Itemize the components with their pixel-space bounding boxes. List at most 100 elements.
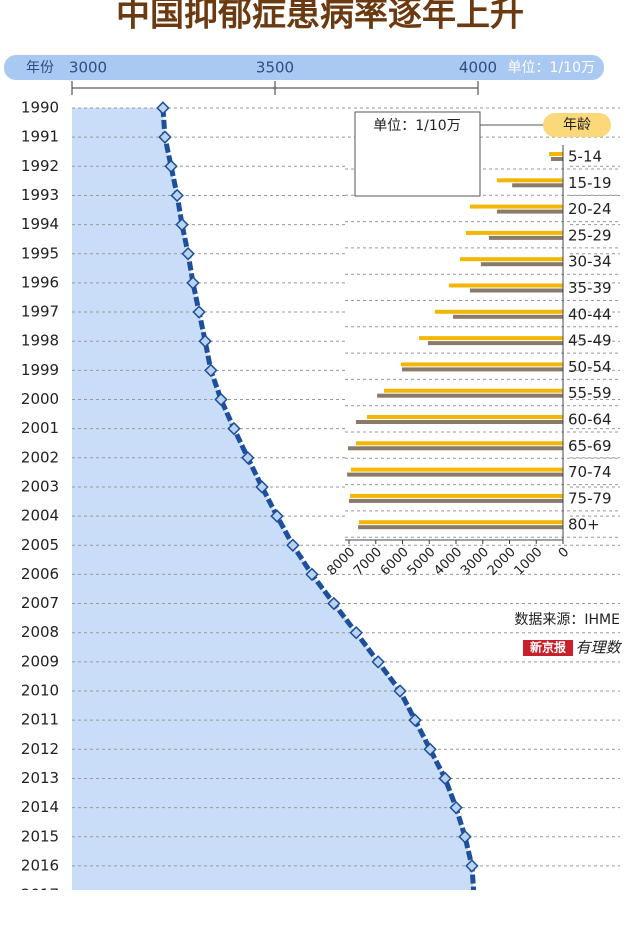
bar bbox=[549, 152, 563, 156]
y-tick-label: 2017 bbox=[21, 886, 59, 904]
y-tick-label: 50-54 bbox=[568, 358, 612, 376]
title: 中国抑郁症患病率逐年上升 bbox=[116, 0, 524, 35]
x-tick-label: 3000 bbox=[458, 545, 492, 579]
marker bbox=[286, 538, 300, 552]
bar bbox=[480, 262, 563, 267]
bar bbox=[400, 362, 563, 367]
bar bbox=[460, 257, 563, 262]
y-tick-label: 15-19 bbox=[568, 174, 612, 192]
y-tick-label: 80+ bbox=[568, 516, 600, 534]
y-tick-label: 30-34 bbox=[568, 253, 612, 271]
x-tick-label: 2000 bbox=[485, 545, 519, 579]
y-tick-label: 2009 bbox=[21, 652, 59, 670]
y-tick-label: 1999 bbox=[21, 361, 59, 379]
marker bbox=[158, 130, 172, 144]
bar bbox=[427, 341, 563, 346]
x-tick-label: 3500 bbox=[256, 59, 294, 77]
y-tick-label: 1997 bbox=[21, 303, 59, 321]
y-tick-label: 2012 bbox=[21, 740, 59, 758]
marker bbox=[349, 625, 363, 640]
y-tick-label: 75-79 bbox=[568, 489, 612, 507]
bar bbox=[355, 420, 563, 424]
bar bbox=[496, 209, 563, 214]
y-tick-label: 1990 bbox=[21, 99, 59, 117]
y-tick-label: 45-49 bbox=[568, 332, 612, 350]
y-tick-label: 1998 bbox=[21, 332, 59, 350]
y-tick-label: 1992 bbox=[21, 157, 59, 175]
bar bbox=[358, 525, 563, 530]
bar bbox=[350, 467, 563, 472]
marker bbox=[467, 888, 481, 890]
y-tick-label: 2008 bbox=[21, 623, 59, 641]
axis-label: 年份 bbox=[26, 60, 54, 76]
inset-unit: 单位：1/10万 bbox=[373, 118, 460, 134]
brand-logo bbox=[523, 640, 573, 656]
bar bbox=[469, 288, 563, 293]
marker bbox=[371, 655, 385, 669]
bar bbox=[488, 235, 563, 240]
bar bbox=[350, 493, 563, 498]
y-tick-label: 1996 bbox=[21, 273, 59, 291]
brand: 新京报 bbox=[530, 640, 566, 655]
bar bbox=[453, 314, 563, 319]
unit: 单位：1/10万 bbox=[508, 60, 595, 76]
y-tick-label: 2002 bbox=[21, 448, 59, 466]
bar bbox=[384, 388, 563, 393]
x-tick-label: 6000 bbox=[378, 545, 412, 579]
y-tick-label: 40-44 bbox=[568, 305, 612, 323]
age-title: 年龄 bbox=[563, 117, 591, 133]
source: 数据来源：IHME bbox=[514, 612, 620, 628]
brand: 有理数 bbox=[575, 639, 622, 657]
age-pill bbox=[543, 113, 611, 137]
y-tick-label: 2003 bbox=[21, 477, 59, 495]
bar bbox=[465, 230, 563, 235]
bar bbox=[434, 309, 563, 314]
line bbox=[160, 107, 477, 890]
marker bbox=[170, 188, 184, 203]
marker bbox=[227, 421, 241, 436]
y-tick-label: 1994 bbox=[21, 215, 59, 233]
y-tick-label: 1993 bbox=[21, 186, 59, 204]
y-tick-label: 5-14 bbox=[568, 148, 602, 166]
x-tick-label: 3000 bbox=[69, 59, 107, 77]
marker bbox=[181, 247, 195, 261]
x-tick-label: 8000 bbox=[324, 545, 358, 579]
marker bbox=[255, 480, 269, 494]
x-tick-label: 7000 bbox=[351, 545, 385, 579]
y-tick-label: 1991 bbox=[21, 128, 59, 146]
marker bbox=[164, 159, 178, 174]
marker bbox=[241, 451, 255, 465]
bar bbox=[469, 204, 563, 209]
bar bbox=[358, 520, 563, 525]
bar bbox=[512, 183, 563, 188]
marker bbox=[186, 276, 200, 290]
marker bbox=[438, 771, 452, 786]
bar bbox=[349, 498, 563, 503]
marker bbox=[465, 859, 479, 873]
bar bbox=[449, 283, 563, 288]
y-tick-label: 2004 bbox=[21, 507, 59, 525]
bar bbox=[401, 367, 563, 372]
marker bbox=[458, 830, 472, 844]
y-tick-label: 2016 bbox=[21, 856, 59, 874]
y-tick-label: 65-69 bbox=[568, 437, 612, 455]
x-tick-label: 1000 bbox=[512, 545, 546, 579]
y-tick-label: 25-29 bbox=[568, 226, 612, 244]
x-tick-label: 0 bbox=[556, 545, 572, 561]
y-tick-label: 2001 bbox=[21, 419, 59, 437]
marker bbox=[270, 509, 284, 523]
marker bbox=[393, 684, 407, 698]
x-tick-label: 5000 bbox=[405, 545, 439, 579]
marker bbox=[214, 392, 228, 407]
marker bbox=[305, 567, 319, 582]
y-tick-label: 2000 bbox=[21, 390, 59, 408]
y-tick-label: 2014 bbox=[21, 798, 59, 816]
y-tick-label: 2010 bbox=[21, 682, 59, 700]
x-tick-label: 4000 bbox=[431, 545, 465, 579]
y-tick-label: 2011 bbox=[21, 711, 59, 729]
x-tick-label: 4000 bbox=[459, 59, 497, 77]
y-tick-label: 70-74 bbox=[568, 463, 612, 481]
marker bbox=[423, 742, 437, 757]
marker bbox=[204, 363, 218, 378]
